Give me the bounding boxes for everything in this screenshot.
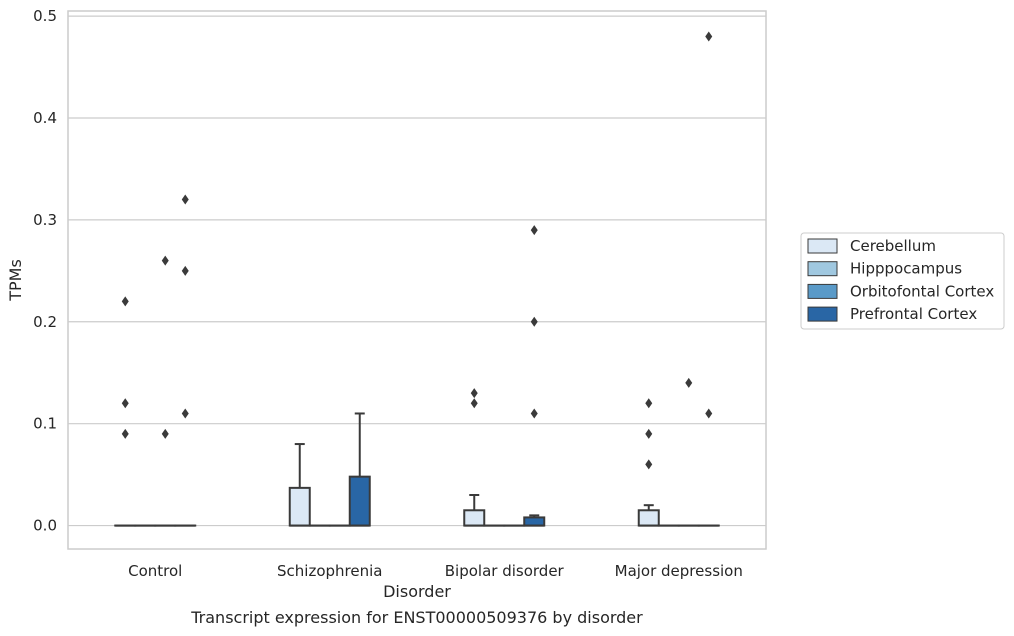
legend-swatch [807,306,838,322]
y-tick-label: 0.2 [33,313,57,331]
outlier-point [161,428,169,439]
outlier-point [645,459,653,470]
y-tick-labels: 0.0 0.1 0.2 0.3 0.4 0.5 [33,7,57,534]
outlier-point [645,428,653,439]
y-tick-label: 0.0 [33,517,57,535]
outlier-point [181,408,189,419]
outlier-point [181,194,189,205]
legend-frame [800,232,1005,330]
outlier-point [685,377,693,388]
box [523,516,546,527]
x-axis-title: Disorder [383,582,451,601]
outlier-point [121,296,129,307]
legend-label: Cerebellum [850,237,936,255]
outlier-point [705,31,713,42]
x-tick-label: Schizophrenia [277,562,382,580]
outliers [121,31,713,470]
x-tick-label: Bipolar disorder [445,562,565,580]
legend-swatch [807,238,838,254]
legend: Cerebellum Hipppocampus Orbitofontal Corte… [800,232,1005,330]
box [288,486,311,527]
x-tick-label: Major depression [615,562,743,580]
outlier-point [121,428,129,439]
y-tick-label: 0.1 [33,415,57,433]
outlier-point [645,398,653,409]
y-tick-label: 0.5 [33,7,57,25]
outlier-point [530,408,538,419]
y-tick-label: 0.4 [33,109,57,127]
x-tick-labels: Control Schizophrenia Bipolar disorder Majo… [128,562,743,580]
gridlines [68,15,766,527]
box [348,475,371,527]
y-tick-label: 0.3 [33,211,57,229]
boxes [114,412,720,527]
outlier-point [181,265,189,276]
outlier-point [470,388,478,399]
plot-area-frame [67,10,767,550]
outlier-point [530,316,538,327]
legend-swatch [807,261,838,277]
y-axis-title: TPMs [6,259,25,302]
outlier-point [161,255,169,266]
legend-label: Prefrontal Cortex [850,305,977,323]
x-tick-label: Control [128,562,182,580]
legend-label: Hipppocampus [850,260,962,278]
chart-caption: Transcript expression for ENST0000050937… [190,608,643,627]
outlier-point [470,398,478,409]
outlier-point [705,408,713,419]
legend-swatch [807,283,838,299]
box [637,509,660,527]
legend-label: Orbitofontal Cortex [850,282,994,300]
box [463,509,486,527]
outlier-point [530,225,538,236]
outlier-point [121,398,129,409]
